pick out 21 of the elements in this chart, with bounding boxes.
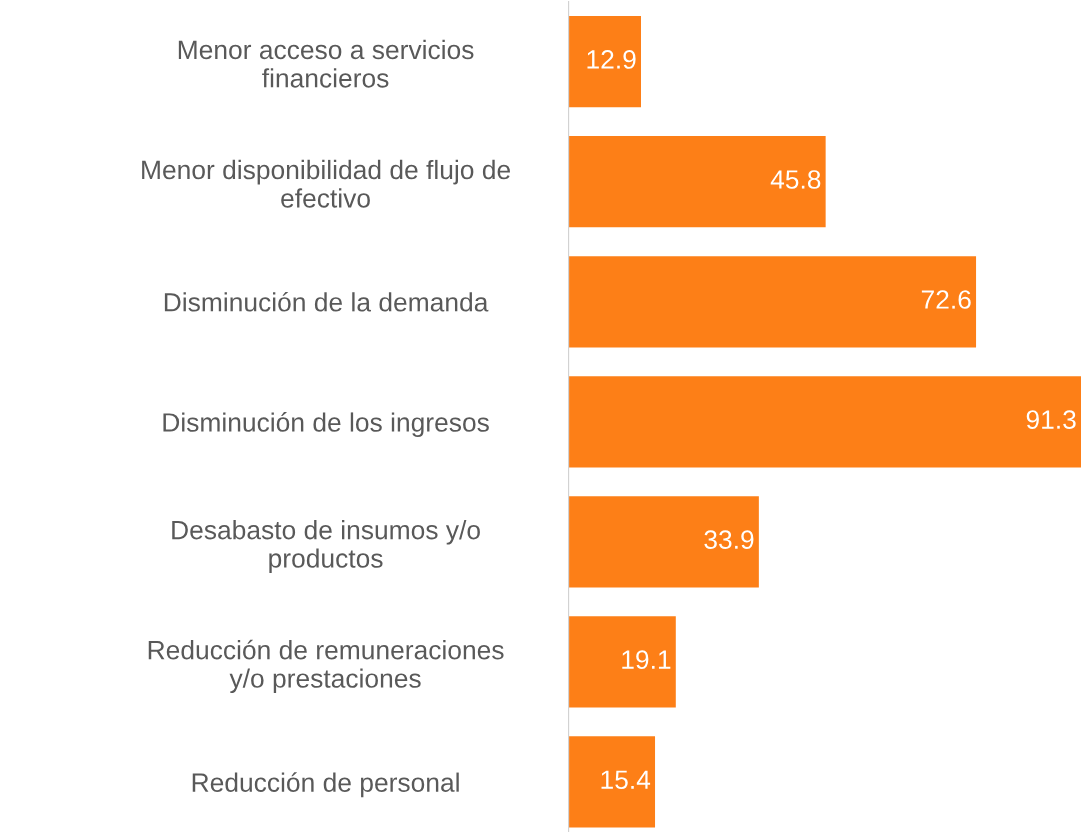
- data-label: 15.4: [601, 770, 651, 790]
- y-tick-label: Menor acceso a servicios financieros: [178, 39, 474, 88]
- bar: [568, 376, 1081, 468]
- bar: [568, 616, 676, 708]
- y-tick-label: Menor disponibilidad de flujo de efectivo: [142, 159, 510, 208]
- y-tick-label: Disminución de la demanda: [164, 291, 489, 312]
- bar: [568, 136, 826, 228]
- data-label: 72.6: [921, 290, 971, 309]
- bar: [568, 736, 656, 828]
- y-tick-label: Reducción de remuneraciones y/o prestaciones: [148, 639, 504, 694]
- y-tick-label: Desabasto de insumos y/o productos: [172, 520, 480, 574]
- bar: [568, 496, 759, 588]
- y-tick-label: Disminución de los ingresos: [163, 412, 489, 438]
- data-label: 91.3: [1026, 410, 1076, 429]
- data-label: 45.8: [770, 170, 821, 189]
- data-label: 12.9: [587, 50, 636, 69]
- data-label: 19.1: [622, 650, 671, 669]
- bar: [568, 256, 977, 348]
- y-tick-label: Reducción de personal: [192, 772, 459, 798]
- data-label: 33.9: [704, 530, 754, 549]
- bar: [568, 16, 641, 108]
